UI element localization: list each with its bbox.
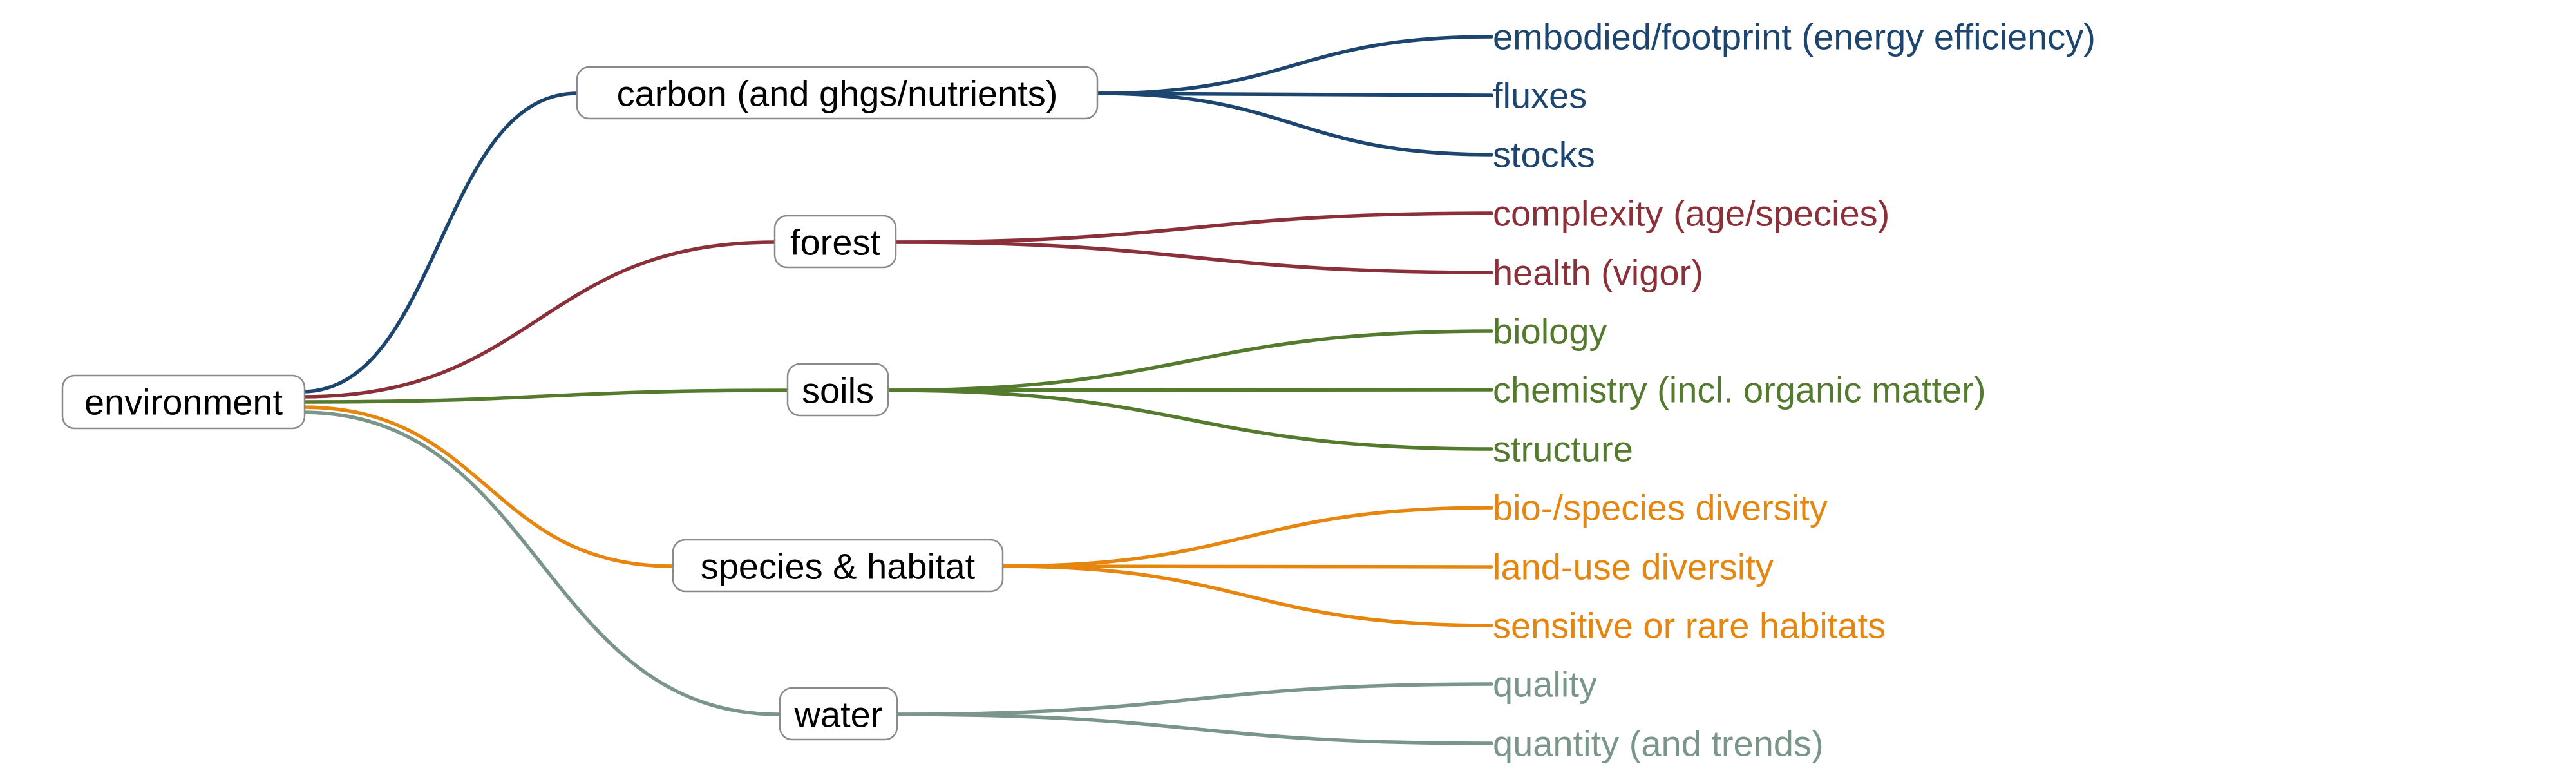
connector-branch-to-leaf [1095, 91, 1493, 157]
branch-node-label: forest [790, 222, 880, 263]
branch-node-box [672, 539, 1004, 593]
connector-lines [300, 35, 1493, 745]
root-node-box [61, 374, 306, 430]
branch-node-forest: forest [773, 215, 897, 269]
connector-root-to-branch [300, 405, 675, 568]
leaf-label-structure: structure [1493, 429, 1633, 470]
branch-node-box [576, 66, 1099, 120]
leaf-label-quantity: quantity (and trends) [1493, 723, 1824, 764]
branch-node-box [779, 687, 898, 741]
connector-root-to-branch [300, 388, 790, 404]
leaf-label-fluxes: fluxes [1493, 75, 1587, 116]
connector-branch-to-leaf [1001, 564, 1493, 627]
leaf-label-land-use-diversity: land-use diversity [1493, 547, 1774, 587]
root-node-label: environment [84, 382, 283, 423]
connector-branch-to-leaf [886, 388, 1493, 451]
branch-node-carbon: carbon (and ghgs/nutrients) [576, 66, 1099, 120]
connector-branch-to-leaf [1001, 506, 1493, 568]
branch-node-label: soils [802, 370, 874, 411]
connector-branch-to-leaf [894, 240, 1493, 274]
leaf-label-complexity: complexity (age/species) [1493, 193, 1889, 234]
leaf-label-sensitive-rare-habitats: sensitive or rare habitats [1493, 606, 1886, 646]
connector-branch-to-leaf [886, 329, 1493, 392]
connector-branch-to-leaf [895, 712, 1493, 745]
connector-branch-to-leaf [894, 211, 1493, 244]
leaf-label-health: health (vigor) [1493, 253, 1703, 293]
branch-node-water: water [779, 687, 898, 741]
connector-branch-to-leaf [895, 682, 1493, 716]
branch-node-label: carbon (and ghgs/nutrients) [617, 73, 1058, 114]
root-node: environment [61, 374, 306, 430]
branch-node-box [786, 363, 889, 417]
leaf-label-chemistry: chemistry (incl. organic matter) [1493, 370, 1986, 410]
branch-node-label: species & habitat [701, 546, 976, 587]
connector-branch-to-leaf [1095, 35, 1493, 95]
leaf-label-biology: biology [1493, 311, 1607, 352]
connector-root-to-branch [300, 410, 782, 716]
nodes: environment carbon (and ghgs/nutrients) … [61, 17, 2096, 764]
branch-node-soils: soils [786, 363, 889, 417]
connector-root-to-branch [300, 240, 777, 399]
leaf-label-stocks: stocks [1493, 135, 1595, 175]
branch-node-label: water [794, 694, 883, 735]
branch-node-box [773, 215, 897, 269]
leaf-label-embodied-footprint: embodied/footprint (energy efficiency) [1493, 17, 2096, 57]
connector-branch-to-leaf [1001, 564, 1493, 569]
connector-branch-to-leaf [1095, 91, 1493, 97]
connector-root-to-branch [300, 91, 579, 394]
leaf-label-quality: quality [1493, 664, 1597, 705]
leaf-label-bio-species-diversity: bio-/species diversity [1493, 488, 1828, 528]
branch-node-species-habitat: species & habitat [672, 539, 1004, 593]
